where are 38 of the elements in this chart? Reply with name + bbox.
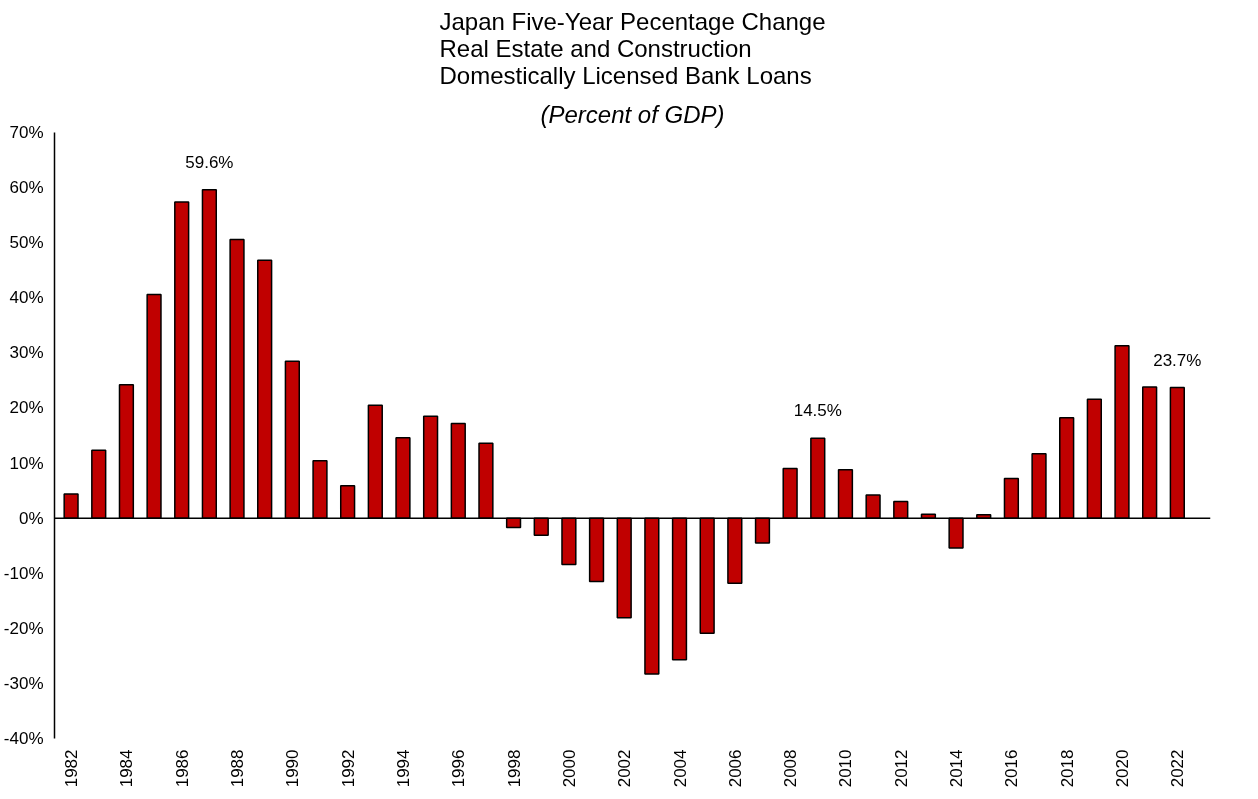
x-tick-label: 1984 bbox=[117, 749, 137, 788]
y-tick-label: 0% bbox=[18, 508, 44, 528]
x-tick-label: 2016 bbox=[1002, 749, 1022, 788]
y-tick-label: 50% bbox=[9, 233, 44, 253]
x-tick-label: 1988 bbox=[228, 749, 248, 788]
x-tick-label: 2008 bbox=[781, 749, 801, 788]
x-tick-label: 2006 bbox=[725, 749, 745, 788]
x-tick-label: 1994 bbox=[393, 749, 413, 788]
y-tick-label: -40% bbox=[3, 729, 44, 748]
x-tick-label: 2022 bbox=[1168, 749, 1188, 788]
x-tick-label: 2014 bbox=[947, 749, 967, 788]
chart-subtitle: (Percent of GDP) bbox=[540, 100, 725, 128]
y-tick-label: 10% bbox=[9, 453, 44, 473]
y-tick-label: -30% bbox=[3, 673, 44, 693]
x-tick-label: 1986 bbox=[172, 749, 192, 788]
y-tick-label: 40% bbox=[9, 288, 44, 308]
y-tick-label: 30% bbox=[9, 343, 44, 363]
data-label: 14.5% bbox=[793, 401, 842, 421]
x-tick-label: 2000 bbox=[559, 749, 579, 788]
x-tick-label: 1996 bbox=[449, 749, 469, 788]
x-tick-label: 1992 bbox=[338, 749, 358, 788]
y-tick-label: -20% bbox=[3, 618, 44, 638]
x-tick-label: 1998 bbox=[504, 749, 524, 788]
y-tick-label: 60% bbox=[9, 178, 44, 198]
y-tick-label: 70% bbox=[9, 123, 44, 142]
data-label: 59.6% bbox=[185, 152, 234, 172]
y-tick-label: 20% bbox=[9, 398, 44, 418]
x-tick-label: 2002 bbox=[615, 749, 635, 788]
x-tick-label: 2012 bbox=[891, 749, 911, 788]
x-tick-label: 1990 bbox=[283, 749, 303, 788]
x-tick-label: 1982 bbox=[62, 749, 82, 788]
x-tick-label: 2004 bbox=[670, 749, 690, 788]
y-tick-label: -10% bbox=[3, 563, 44, 583]
data-label: 23.7% bbox=[1153, 350, 1202, 370]
chart-title: Japan Five-Year Pecentage Change Real Estate and Construction Domestically Licensed Bank Loans bbox=[439, 7, 826, 89]
x-tick-label: 2020 bbox=[1113, 749, 1132, 788]
x-tick-label: 2018 bbox=[1057, 749, 1077, 788]
x-tick-label: 2010 bbox=[836, 749, 856, 788]
